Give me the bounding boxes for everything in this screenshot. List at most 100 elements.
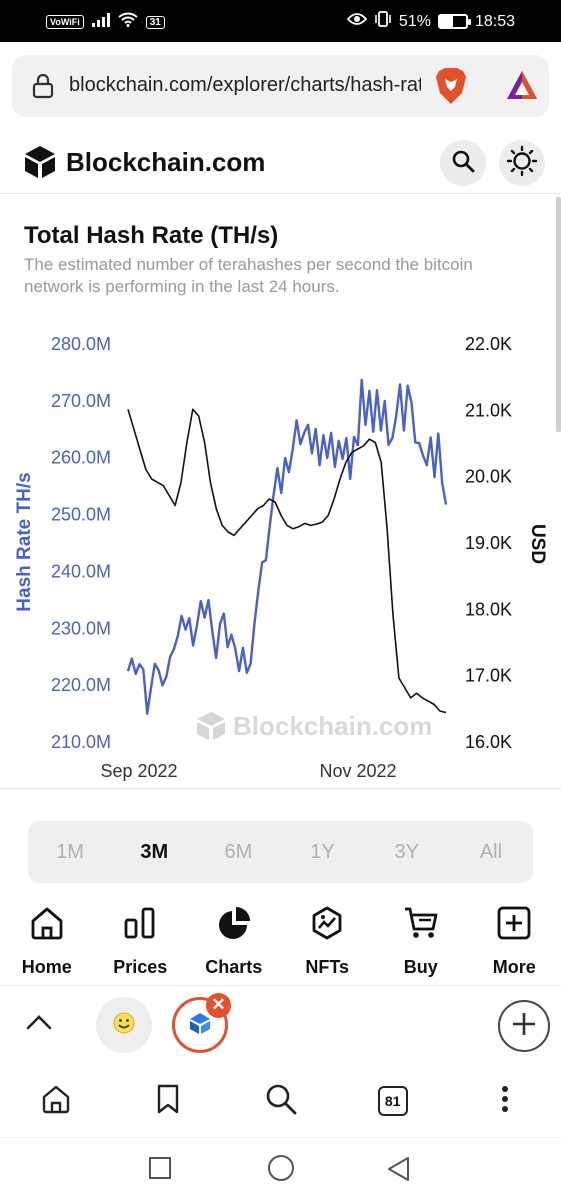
search-icon: [451, 149, 475, 178]
range-option-1y[interactable]: 1Y: [310, 840, 335, 863]
left-tick-label: 260.0M: [51, 448, 111, 468]
pie-chart-icon: [217, 906, 251, 945]
close-tab-icon[interactable]: ✕: [206, 993, 231, 1018]
hash-rate-chart[interactable]: Blockchain.com 210.0M220.0M230.0M240.0M2…: [0, 320, 561, 790]
system-nav-bar: [0, 1137, 561, 1200]
range-option-3y[interactable]: 3Y: [394, 840, 419, 863]
status-bar: VoWiFi 31 51% 18:53: [0, 0, 561, 42]
browser-home-button[interactable]: [0, 1065, 112, 1137]
brave-shields-icon[interactable]: [435, 67, 467, 110]
x-axis-ticks: Sep 2022 Nov 2022: [100, 761, 396, 781]
left-tick-label: 240.0M: [51, 561, 111, 581]
nav-more-label: More: [492, 957, 536, 977]
search-icon: [265, 1083, 297, 1120]
right-tick-label: 20.0K: [465, 467, 512, 487]
left-axis-label: Hash Rate TH/s: [14, 472, 35, 611]
nav-charts-label: Charts: [205, 957, 263, 977]
vibrate-icon: [374, 11, 392, 32]
nav-nfts[interactable]: NFTs: [281, 896, 375, 984]
range-option-1m[interactable]: 1M: [56, 840, 84, 863]
nav-buy[interactable]: Buy: [374, 896, 468, 984]
lock-icon[interactable]: [32, 73, 54, 104]
search-button[interactable]: [440, 140, 486, 186]
blockchain-tab-icon: [188, 1011, 212, 1040]
left-tick-label: 280.0M: [51, 334, 111, 354]
series-layer: [126, 378, 448, 715]
site-header: Blockchain.com: [0, 130, 561, 194]
nav-nfts-label: NFTs: [305, 957, 350, 977]
vowifi-badge: VoWiFi: [46, 15, 84, 29]
recents-icon[interactable]: [148, 1156, 172, 1185]
left-tick-label: 230.0M: [51, 618, 111, 638]
signal-icon: [91, 12, 110, 32]
nav-more[interactable]: More: [468, 896, 561, 984]
range-option-3m[interactable]: 3M: [140, 840, 169, 863]
site-logo-text[interactable]: Blockchain.com: [66, 147, 266, 177]
range-option-6m[interactable]: 6M: [224, 840, 253, 863]
plus-square-icon: [497, 906, 531, 945]
tab-switcher-button[interactable]: 81: [337, 1065, 449, 1137]
sun-icon: [506, 145, 538, 182]
chevron-up-icon[interactable]: [24, 1008, 54, 1043]
usd-price-series-line: [127, 408, 447, 714]
theme-toggle-button[interactable]: [499, 140, 545, 186]
browser-tab-strip: ✕: [0, 985, 561, 1065]
range-option-all[interactable]: All: [479, 840, 503, 863]
blockchain-logo-icon[interactable]: [24, 145, 56, 184]
tab-smiley[interactable]: [96, 997, 152, 1053]
time-range-selector[interactable]: 1M 3M 6M 1Y 3Y All: [28, 821, 533, 883]
new-tab-button[interactable]: [498, 1000, 550, 1052]
watermark-text: Blockchain.com: [233, 711, 432, 741]
browser-search-button[interactable]: [224, 1065, 336, 1137]
left-tick-label: 210.0M: [51, 732, 111, 752]
x-tick-label: Nov 2022: [319, 761, 396, 781]
battery-percent: 51%: [398, 12, 431, 30]
nav-home-label: Home: [21, 957, 72, 977]
url-text[interactable]: blockchain.com/explorer/charts/hash-rate: [69, 74, 421, 96]
wifi-icon: [118, 12, 138, 32]
nav-charts[interactable]: Charts: [187, 896, 281, 984]
chart-title: Total Hash Rate (TH/s): [24, 222, 279, 249]
home-circle-icon[interactable]: [267, 1154, 295, 1187]
divider: [0, 788, 561, 789]
watermark-logo-icon: [197, 712, 225, 740]
right-tick-label: 18.0K: [465, 599, 512, 619]
left-tick-label: 250.0M: [51, 505, 111, 525]
address-bar[interactable]: blockchain.com/explorer/charts/hash-rate: [12, 55, 549, 117]
smiley-icon: [112, 1011, 136, 1040]
right-tick-label: 22.0K: [465, 334, 512, 354]
battery-icon: [437, 14, 471, 29]
right-tick-label: 21.0K: [465, 400, 512, 420]
scrollbar[interactable]: [556, 197, 561, 432]
right-tick-label: 17.0K: [465, 666, 512, 686]
nav-prices[interactable]: Prices: [94, 896, 188, 984]
nav-prices-label: Prices: [113, 957, 168, 977]
nav-buy-label: Buy: [403, 957, 438, 977]
eye-icon: [346, 12, 368, 31]
cart-icon: [403, 906, 439, 945]
home-icon: [30, 906, 64, 945]
bookmark-icon: [156, 1084, 180, 1119]
more-vertical-icon: [501, 1085, 509, 1118]
browser-toolbar: 81: [0, 1065, 561, 1137]
bar-chart-icon: [123, 906, 157, 945]
clock: 18:53: [474, 12, 515, 30]
back-triangle-icon[interactable]: [386, 1156, 412, 1187]
right-axis-ticks: 16.0K 17.0K 18.0K 19.0K 20.0K 21.0K 22.0K: [465, 334, 512, 752]
brave-rewards-icon[interactable]: [505, 69, 539, 106]
nft-icon: [310, 906, 344, 945]
hash-rate-series-line: [126, 378, 448, 715]
chart-description: The estimated number of terahashes per s…: [24, 254, 561, 298]
bookmark-button[interactable]: [112, 1065, 224, 1137]
chart-description-line-1: The estimated number of terahashes per s…: [24, 255, 473, 274]
site-bottom-nav: Home Prices Charts NFTs Buy: [0, 896, 561, 984]
menu-button[interactable]: [449, 1065, 561, 1137]
left-tick-label: 270.0M: [51, 391, 111, 411]
left-axis-ticks: 210.0M 220.0M 230.0M 240.0M 250.0M 260.0M 270.…: [51, 334, 111, 752]
right-tick-label: 16.0K: [465, 732, 512, 752]
calendar-icon: 31: [145, 15, 165, 29]
nav-home[interactable]: Home: [0, 896, 94, 984]
right-tick-label: 19.0K: [465, 533, 512, 553]
x-tick-label: Sep 2022: [100, 761, 177, 781]
